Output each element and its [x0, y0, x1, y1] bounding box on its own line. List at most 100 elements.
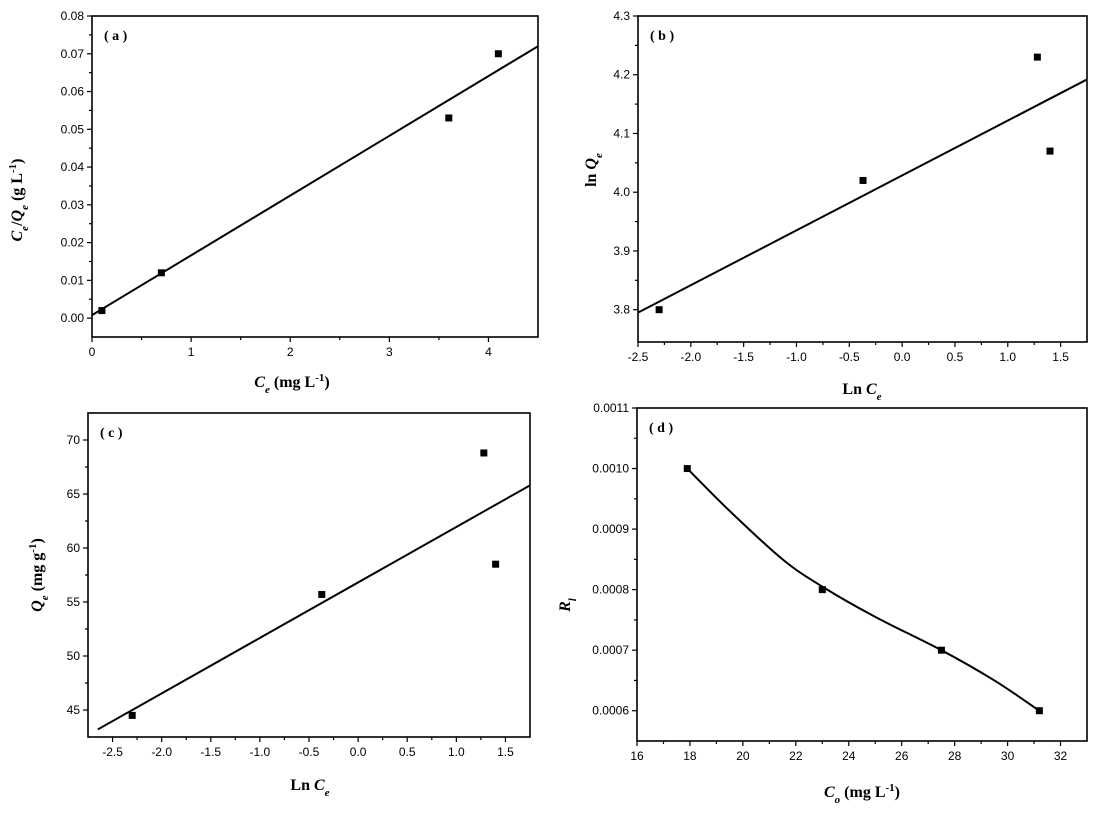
y-tick-label-a: 0.02 — [61, 236, 85, 250]
y-axis-label-d: Rl — [557, 597, 579, 613]
y-tick-label-d: 0.0007 — [592, 643, 629, 657]
chart-panel-c: -2.5 -2.0 -1.5 -1.0 -0.5 0.0 0.5 1.0 1.5 45 50 55 60… — [27, 412, 531, 799]
panel-label-c: ( c ) — [100, 426, 123, 441]
x-tick-label-b: 0.0 — [894, 350, 911, 364]
data-point-a — [445, 114, 453, 122]
y-tick-label-a: 0.01 — [61, 273, 85, 287]
x-tick-label-c: 0.5 — [399, 745, 416, 759]
x-tick-label-c: -1.5 — [200, 745, 221, 759]
y-tick-label-d: 0.0009 — [592, 522, 629, 536]
x-tick-label-d: 20 — [736, 749, 750, 763]
y-tick-label-a: 0.05 — [61, 122, 85, 136]
y-tick-label-b: 4.0 — [613, 185, 630, 199]
x-tick-label-b: -2.5 — [628, 350, 649, 364]
y-tick-label-d: 0.0010 — [592, 462, 629, 476]
plot-frame-b — [637, 15, 1088, 343]
x-tick-label-c: -0.5 — [299, 745, 320, 759]
y-tick-label-d: 0.0008 — [592, 583, 629, 597]
plot-frame-c — [87, 412, 531, 738]
y-tick-label-a: 0.04 — [61, 160, 85, 174]
y-tick-label-c: 45 — [67, 703, 81, 717]
x-axis-label-b: Ln Ce — [842, 381, 881, 403]
data-point-b — [655, 306, 663, 314]
data-point-c — [318, 590, 326, 598]
y-tick-label-b: 4.1 — [613, 126, 630, 140]
x-tick-label-d: 16 — [630, 749, 644, 763]
x-tick-label-b: -0.5 — [839, 350, 860, 364]
y-tick-label-a: 0.03 — [61, 198, 85, 212]
y-axis-label-a: Ce/Qe (g L-1) — [7, 159, 31, 242]
x-tick-label-a: 4 — [485, 345, 492, 359]
y-tick-label-b: 3.8 — [613, 303, 630, 317]
y-tick-label-c: 50 — [67, 649, 81, 663]
y-tick-label-a: 0.08 — [61, 9, 85, 23]
y-tick-label-a: 0.06 — [61, 85, 85, 99]
x-tick-label-b: 1.5 — [1052, 350, 1069, 364]
x-tick-label-a: 3 — [386, 345, 393, 359]
x-tick-label-c: 0.0 — [350, 745, 367, 759]
x-tick-label-b: -1.0 — [786, 350, 807, 364]
x-tick-label-d: 30 — [1001, 749, 1015, 763]
y-axis-label-c: Qe (mg g-1) — [27, 538, 51, 612]
y-tick-label-b: 3.9 — [613, 244, 630, 258]
y-tick-label-c: 60 — [67, 541, 81, 555]
chart-panel-b: -2.5 -2.0 -1.5 -1.0 -0.5 0.0 0.5 1.0 1.5 3.8 3.9 4.… — [583, 9, 1088, 403]
x-tick-label-c: -2.5 — [102, 745, 123, 759]
data-point-a — [494, 50, 502, 58]
x-tick-label-b: 0.5 — [947, 350, 964, 364]
y-tick-label-c: 65 — [67, 487, 81, 501]
x-tick-label-c: -1.0 — [250, 745, 271, 759]
x-tick-label-d: 24 — [842, 749, 856, 763]
y-tick-label-d: 0.0006 — [592, 704, 629, 718]
fit-line-a — [91, 45, 539, 316]
data-point-c — [480, 449, 488, 457]
y-tick-label-c: 70 — [67, 433, 81, 447]
data-point-b — [859, 176, 867, 184]
y-tick-label-b: 4.3 — [613, 9, 630, 23]
x-tick-label-d: 22 — [789, 749, 803, 763]
x-tick-label-d: 28 — [948, 749, 962, 763]
x-tick-label-b: 1.0 — [999, 350, 1016, 364]
y-tick-label-a: 0.00 — [61, 311, 85, 325]
data-point-a — [98, 307, 106, 315]
data-point-d — [937, 646, 945, 654]
x-tick-label-c: 1.0 — [448, 745, 465, 759]
x-axis-label-a: Ce (mg L-1) — [254, 372, 329, 396]
y-tick-label-a: 0.07 — [61, 47, 85, 61]
y-tick-label-d: 0.0011 — [593, 401, 629, 415]
chart-panel-d: 16 18 20 22 24 26 28 30 32 0.0006 0.0007 0.0008 0.00… — [557, 401, 1088, 806]
data-point-d — [683, 465, 691, 473]
panel-label-d: ( d ) — [649, 421, 673, 436]
data-point-a — [157, 269, 165, 277]
x-tick-label-b: -2.0 — [680, 350, 701, 364]
x-tick-label-c: 1.5 — [497, 745, 514, 759]
data-point-d — [1035, 707, 1043, 715]
data-point-c — [492, 560, 500, 568]
x-tick-label-a: 2 — [287, 345, 294, 359]
y-axis-label-b: ln Qe — [583, 153, 605, 187]
y-tick-label-b: 4.2 — [613, 68, 630, 82]
data-point-d — [818, 586, 826, 594]
fit-line-b — [637, 78, 1088, 314]
x-tick-label-c: -2.0 — [151, 745, 172, 759]
x-tick-label-d: 26 — [895, 749, 909, 763]
panel-label-a: ( a ) — [104, 29, 128, 44]
x-tick-label-d: 18 — [683, 749, 697, 763]
plot-frame-d — [636, 407, 1088, 742]
x-axis-label-c: Ln Ce — [290, 777, 329, 799]
plot-frame-a — [91, 15, 539, 338]
data-point-b — [1046, 147, 1054, 155]
x-tick-label-a: 0 — [89, 345, 96, 359]
fit-line-d — [686, 467, 1040, 712]
panel-label-b: ( b ) — [650, 29, 674, 44]
data-point-b — [1033, 53, 1041, 61]
x-tick-label-a: 1 — [188, 345, 195, 359]
data-point-c — [128, 711, 136, 719]
y-tick-label-c: 55 — [67, 595, 81, 609]
x-tick-label-b: -1.5 — [733, 350, 754, 364]
chart-panel-a: 0 1 2 3 4 0.00 0.01 0.02 0.03 0.04 0.05 0.06 0.07 0.0… — [7, 9, 539, 396]
x-axis-label-d: Co (mg L-1) — [824, 782, 900, 806]
fit-line-c — [97, 484, 531, 731]
x-tick-label-d: 32 — [1054, 749, 1068, 763]
